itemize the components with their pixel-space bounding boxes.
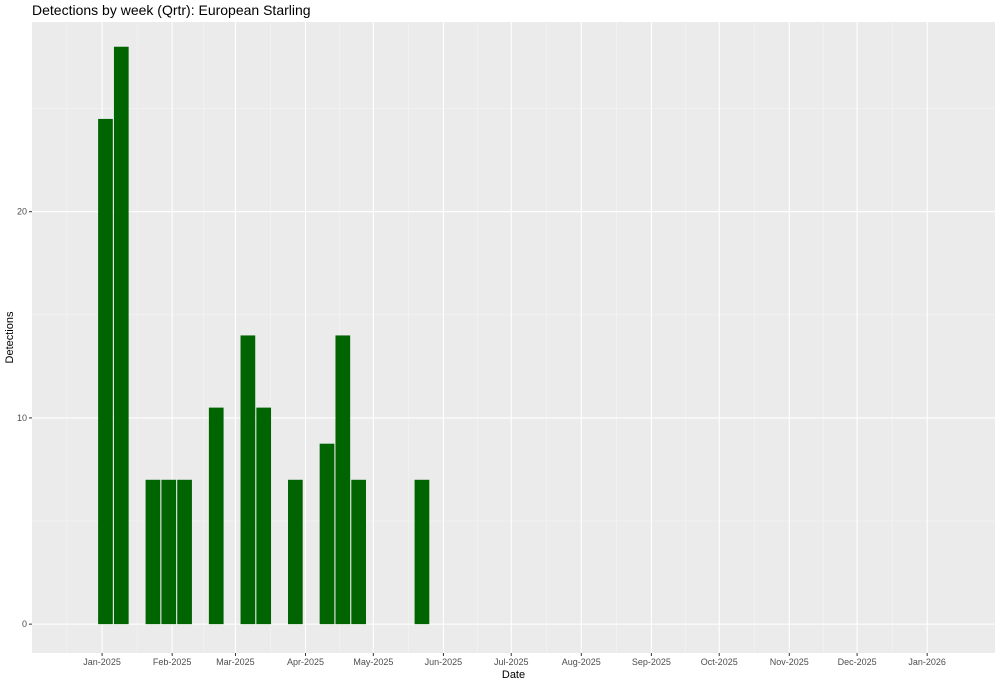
x-tick-label: Mar-2025 xyxy=(216,657,255,667)
bar xyxy=(288,479,303,625)
bar xyxy=(177,479,192,625)
x-tick-label: Apr-2025 xyxy=(287,657,324,667)
x-tick-label: May-2025 xyxy=(353,657,393,667)
chart-title: Detections by week (Qrtr): European Star… xyxy=(32,2,311,18)
x-tick-label: Jul-2025 xyxy=(494,657,529,667)
y-tick-label: 10 xyxy=(17,413,27,423)
x-tick-label: Jan-2026 xyxy=(908,657,946,667)
x-tick-label: Nov-2025 xyxy=(770,657,809,667)
y-tick-label: 20 xyxy=(17,207,27,217)
gridlines xyxy=(32,22,995,653)
bar xyxy=(351,479,366,625)
x-axis-title: Date xyxy=(502,669,525,681)
y-tick-label: 0 xyxy=(22,619,27,629)
bar xyxy=(335,335,351,625)
bar xyxy=(113,46,129,625)
x-tick-label: Jan-2025 xyxy=(83,657,121,667)
bar xyxy=(161,479,177,625)
bar xyxy=(319,443,335,625)
bar xyxy=(240,335,256,625)
x-tick-label: Jun-2025 xyxy=(425,657,463,667)
bars xyxy=(98,46,430,625)
x-tick-label: Aug-2025 xyxy=(562,657,601,667)
bar xyxy=(145,479,161,625)
x-tick-label: Dec-2025 xyxy=(838,657,877,667)
x-tick-label: Feb-2025 xyxy=(153,657,192,667)
y-axis: 0 10 20 xyxy=(17,207,32,629)
x-axis: Jan-2025 Feb-2025 Mar-2025 Apr-2025 May-2025… xyxy=(83,653,946,667)
y-axis-title: Detections xyxy=(4,311,16,363)
bar xyxy=(414,479,430,625)
bar xyxy=(256,407,272,625)
x-tick-label: Oct-2025 xyxy=(701,657,738,667)
x-tick-label: Sep-2025 xyxy=(632,657,671,667)
bar xyxy=(98,118,113,625)
plot-panel xyxy=(32,22,995,653)
bar xyxy=(208,407,224,625)
